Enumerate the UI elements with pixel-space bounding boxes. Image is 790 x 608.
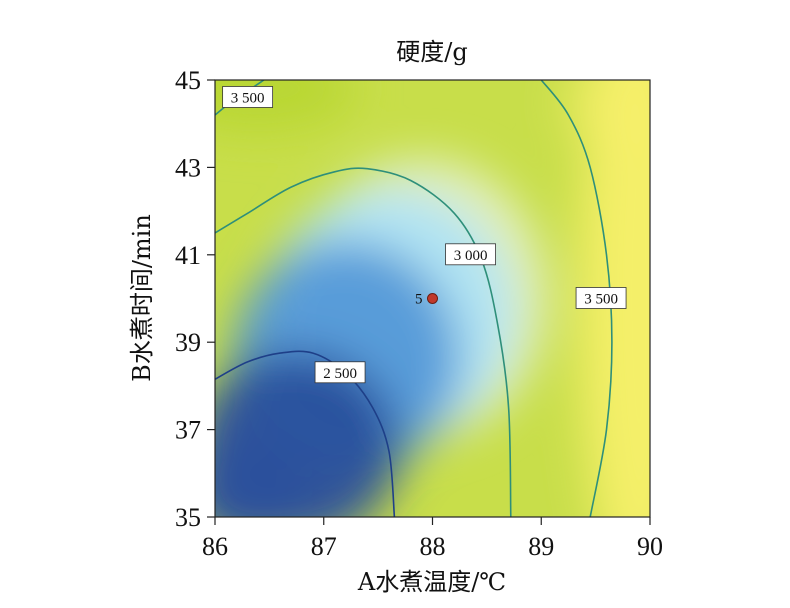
contour-label-box (575, 287, 627, 309)
design-point-0 (427, 293, 438, 304)
contour-label-text: 3 000 (454, 248, 488, 264)
y-axis-title: B水煮时间/min (128, 214, 156, 382)
contour-line-3500-3 (540, 80, 613, 517)
design-points: 5 (415, 292, 438, 308)
contour-label-box (445, 243, 496, 266)
x-tick-label-90: 90 (637, 532, 663, 561)
heatmap-region-1 (563, 80, 650, 155)
design-point-label-0: 5 (415, 292, 423, 308)
y-tick-label-39: 39 (175, 328, 201, 357)
y-tick-label-41: 41 (175, 241, 201, 270)
contour-label-text: 3 500 (584, 292, 618, 308)
contour-labels: 3 500 3 000 3 500 2 500 (222, 86, 627, 384)
contour-label-box (314, 361, 366, 384)
contour-label-text: 2 500 (323, 366, 357, 382)
chart-title: 硬度/g (396, 38, 467, 66)
heatmap-field (215, 80, 650, 517)
y-axis: 35 37 39 41 43 45 (175, 66, 215, 532)
y-tick-label-37: 37 (175, 416, 201, 445)
contour-label-box (222, 86, 274, 108)
x-tick-label-88: 88 (420, 532, 446, 561)
contour-label-3: 2 500 (314, 361, 366, 384)
x-tick-label-87: 87 (311, 532, 337, 561)
heatmap-region-7 (215, 433, 313, 517)
x-axis-title: A水煮温度/℃ (357, 568, 506, 596)
contour-label-2: 3 500 (575, 287, 627, 309)
y-tick-label-43: 43 (175, 153, 201, 182)
contour-label-1: 3 000 (445, 243, 496, 266)
x-axis: 86 87 88 89 90 (202, 517, 663, 561)
x-tick-label-89: 89 (528, 532, 554, 561)
contour-line-3000-1 (215, 167, 512, 517)
plot-area (215, 80, 650, 517)
contour-label-text: 3 500 (231, 90, 265, 106)
y-tick-label-45: 45 (175, 66, 201, 95)
x-tick-label-86: 86 (202, 532, 228, 561)
contour-label-0: 3 500 (222, 86, 274, 108)
y-tick-label-35: 35 (175, 503, 201, 532)
